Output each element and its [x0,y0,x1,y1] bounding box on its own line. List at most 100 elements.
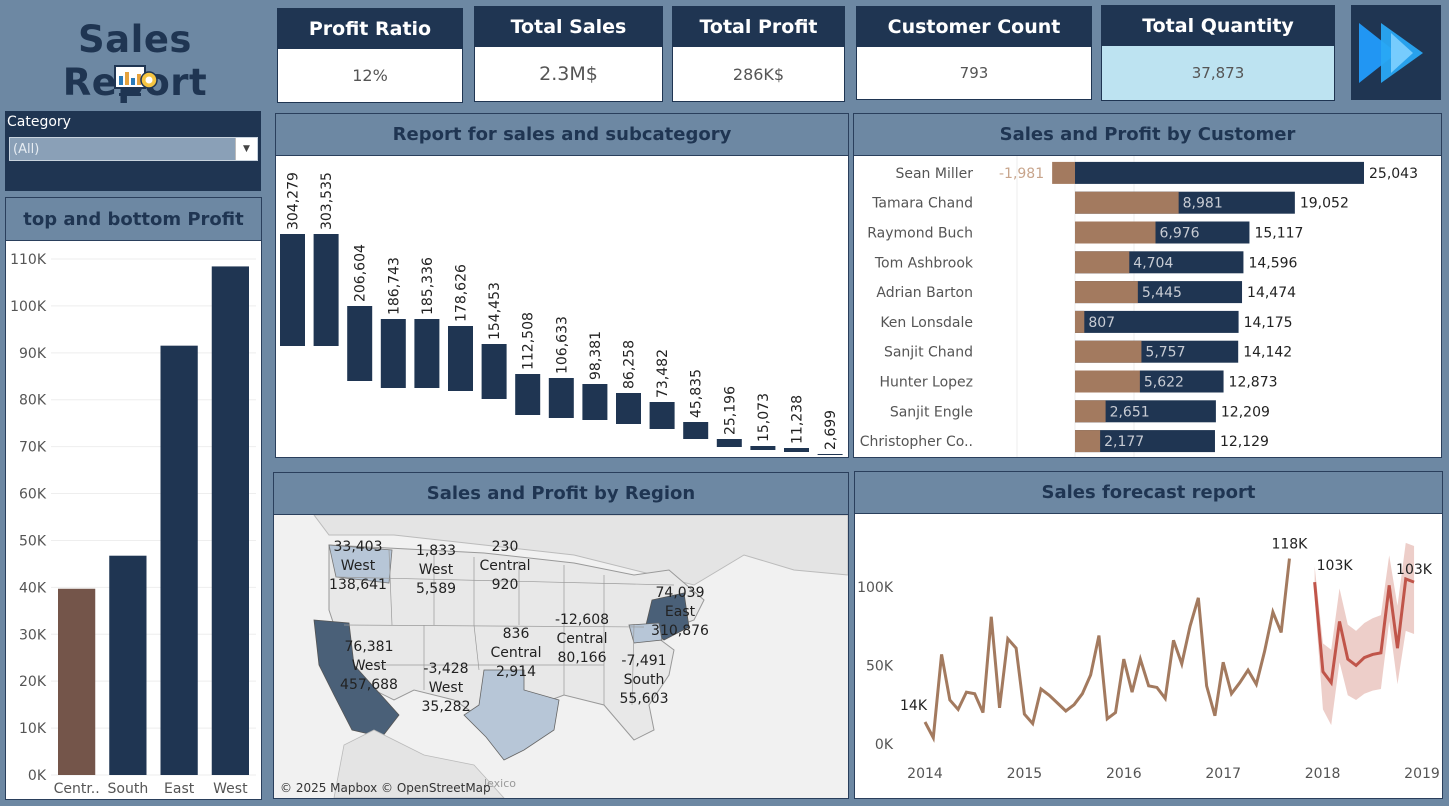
sales-label: 14,596 [1248,255,1297,271]
category-filter-label: Category [7,114,71,130]
profit-label: 4,704 [1133,255,1173,271]
region-label: -12,608 Central 80,166 [555,612,609,666]
state-texas [463,669,560,761]
region-label: -7,491 South 55,603 [620,653,669,707]
chevron-down-icon[interactable]: ▼ [235,138,257,160]
subcategory-bar [548,378,574,418]
forward-icon [1359,23,1423,83]
sales-bar [1075,310,1239,333]
start-value-label: 14K [900,698,928,714]
region-sales: 920 [492,577,519,593]
bar-value-label: 112,508 [521,312,537,370]
bar-value-label: 178,626 [454,264,470,322]
bar-value-label: 185,336 [420,257,436,315]
customer-panel: Sales and Profit by Customer Sean Miller… [853,113,1442,458]
customer-name: Sanjit Engle [890,404,973,420]
region-name: West [352,658,387,674]
region-profit: 230 [492,539,519,555]
profit-bar [160,345,198,775]
category-select[interactable]: (All) ▼ [9,137,258,161]
map-attribution: © 2025 Mapbox © OpenStreetMap [280,781,491,795]
profit-bar [1075,221,1156,244]
x-tick-label: 2014 [907,766,943,782]
y-tick-label: 80K [19,393,47,409]
sales-label: 19,052 [1300,196,1349,212]
customer-name: Sean Miller [895,166,973,182]
subcategory-bar [683,422,709,439]
subcategory-bar [582,384,608,420]
x-tick-label: 2018 [1305,766,1341,782]
region-label: 836 Central 2,914 [491,626,542,680]
category-select-value: (All) [13,142,40,157]
profit-bar [109,555,147,775]
sales-bar [1075,161,1364,184]
profit-bar [1075,251,1130,274]
profit-label: 6,976 [1160,226,1200,242]
x-tick-label: 2017 [1205,766,1241,782]
y-tick-label: 0K [875,737,894,753]
kpi-customer-count[interactable]: Customer Count 793 [856,6,1092,100]
region-name: West [341,558,376,574]
bar-value-label: 25,196 [722,386,738,435]
bar-value-label: 86,258 [622,340,638,389]
next-page-button[interactable] [1351,5,1441,100]
subcategory-bar [784,448,809,452]
panel-title: Sales forecast report [855,472,1442,514]
profit-bar [1075,430,1101,453]
customer-name: Tamara Chand [871,196,973,212]
y-tick-label: 50K [866,658,894,674]
profit-label: 2,177 [1104,434,1144,450]
x-tick-label: Centr.. [54,781,100,797]
kpi-label: Total Quantity [1102,6,1334,46]
subcategory-bar [448,326,473,391]
kpi-profit-ratio[interactable]: Profit Ratio 12% [277,8,463,103]
forecast-end-label: 103K [1396,562,1433,578]
kpi-total-profit[interactable]: Total Profit 286K$ [672,6,845,102]
subcategory-bar [515,374,541,415]
bar-value-label: 106,633 [554,316,570,374]
region-name: East [665,604,696,620]
region-sales: 2,914 [496,664,536,680]
kpi-total-quantity[interactable]: Total Quantity 37,873 [1101,5,1335,101]
subcategory-bar [313,234,339,346]
bar-value-label: 45,835 [689,369,705,418]
region-name: Central [491,645,542,661]
y-tick-label: 0K [28,768,47,784]
y-tick-label: 110K [10,252,47,268]
subcategory-bar [616,393,641,424]
profit-bar [1075,400,1106,423]
state-washington [328,544,393,584]
category-filter: Category (All) ▼ [5,111,261,191]
peak-value-label: 118K [1271,537,1308,553]
region-sales: 55,603 [620,691,669,707]
customer-name: Christopher Co.. [860,434,973,450]
profit-bar [1052,161,1075,184]
sales-label: 12,209 [1221,404,1270,420]
forecast-line [1313,576,1415,687]
profit-bar [1075,310,1085,333]
panel-title: Sales and Profit by Region [274,473,848,515]
sales-bar [1075,430,1215,453]
customer-name: Raymond Buch [867,226,973,242]
bar-value-label: 303,535 [319,172,335,230]
region-name: West [429,680,464,696]
sales-label: 14,474 [1247,285,1296,301]
kpi-total-sales[interactable]: Total Sales 2.3M$ [474,6,663,102]
customer-name: Hunter Lopez [879,375,973,391]
customer-name: Ken Lonsdale [880,315,973,331]
kpi-value: 793 [959,64,989,82]
y-tick-label: 50K [19,533,47,549]
region-label: 230 Central 920 [480,539,531,593]
x-tick-label: 2019 [1404,766,1440,782]
bar-value-label: 206,604 [353,244,369,302]
region-sales: 457,688 [340,677,398,693]
subcategory-bar [481,344,507,399]
profit-bar [1075,191,1179,214]
bar-value-label: 304,279 [286,172,302,230]
x-tick-label: West [213,781,248,797]
forecast-start-label: 103K [1317,558,1354,574]
kpi-label: Total Profit [673,7,844,47]
us-region-map[interactable]: lexico © 2025 Mapbox © OpenStreetMap 33,… [274,515,848,798]
subcategory-panel: Report for sales and subcategory 304,279… [275,113,849,458]
region-label: 76,381 West 457,688 [340,639,398,693]
